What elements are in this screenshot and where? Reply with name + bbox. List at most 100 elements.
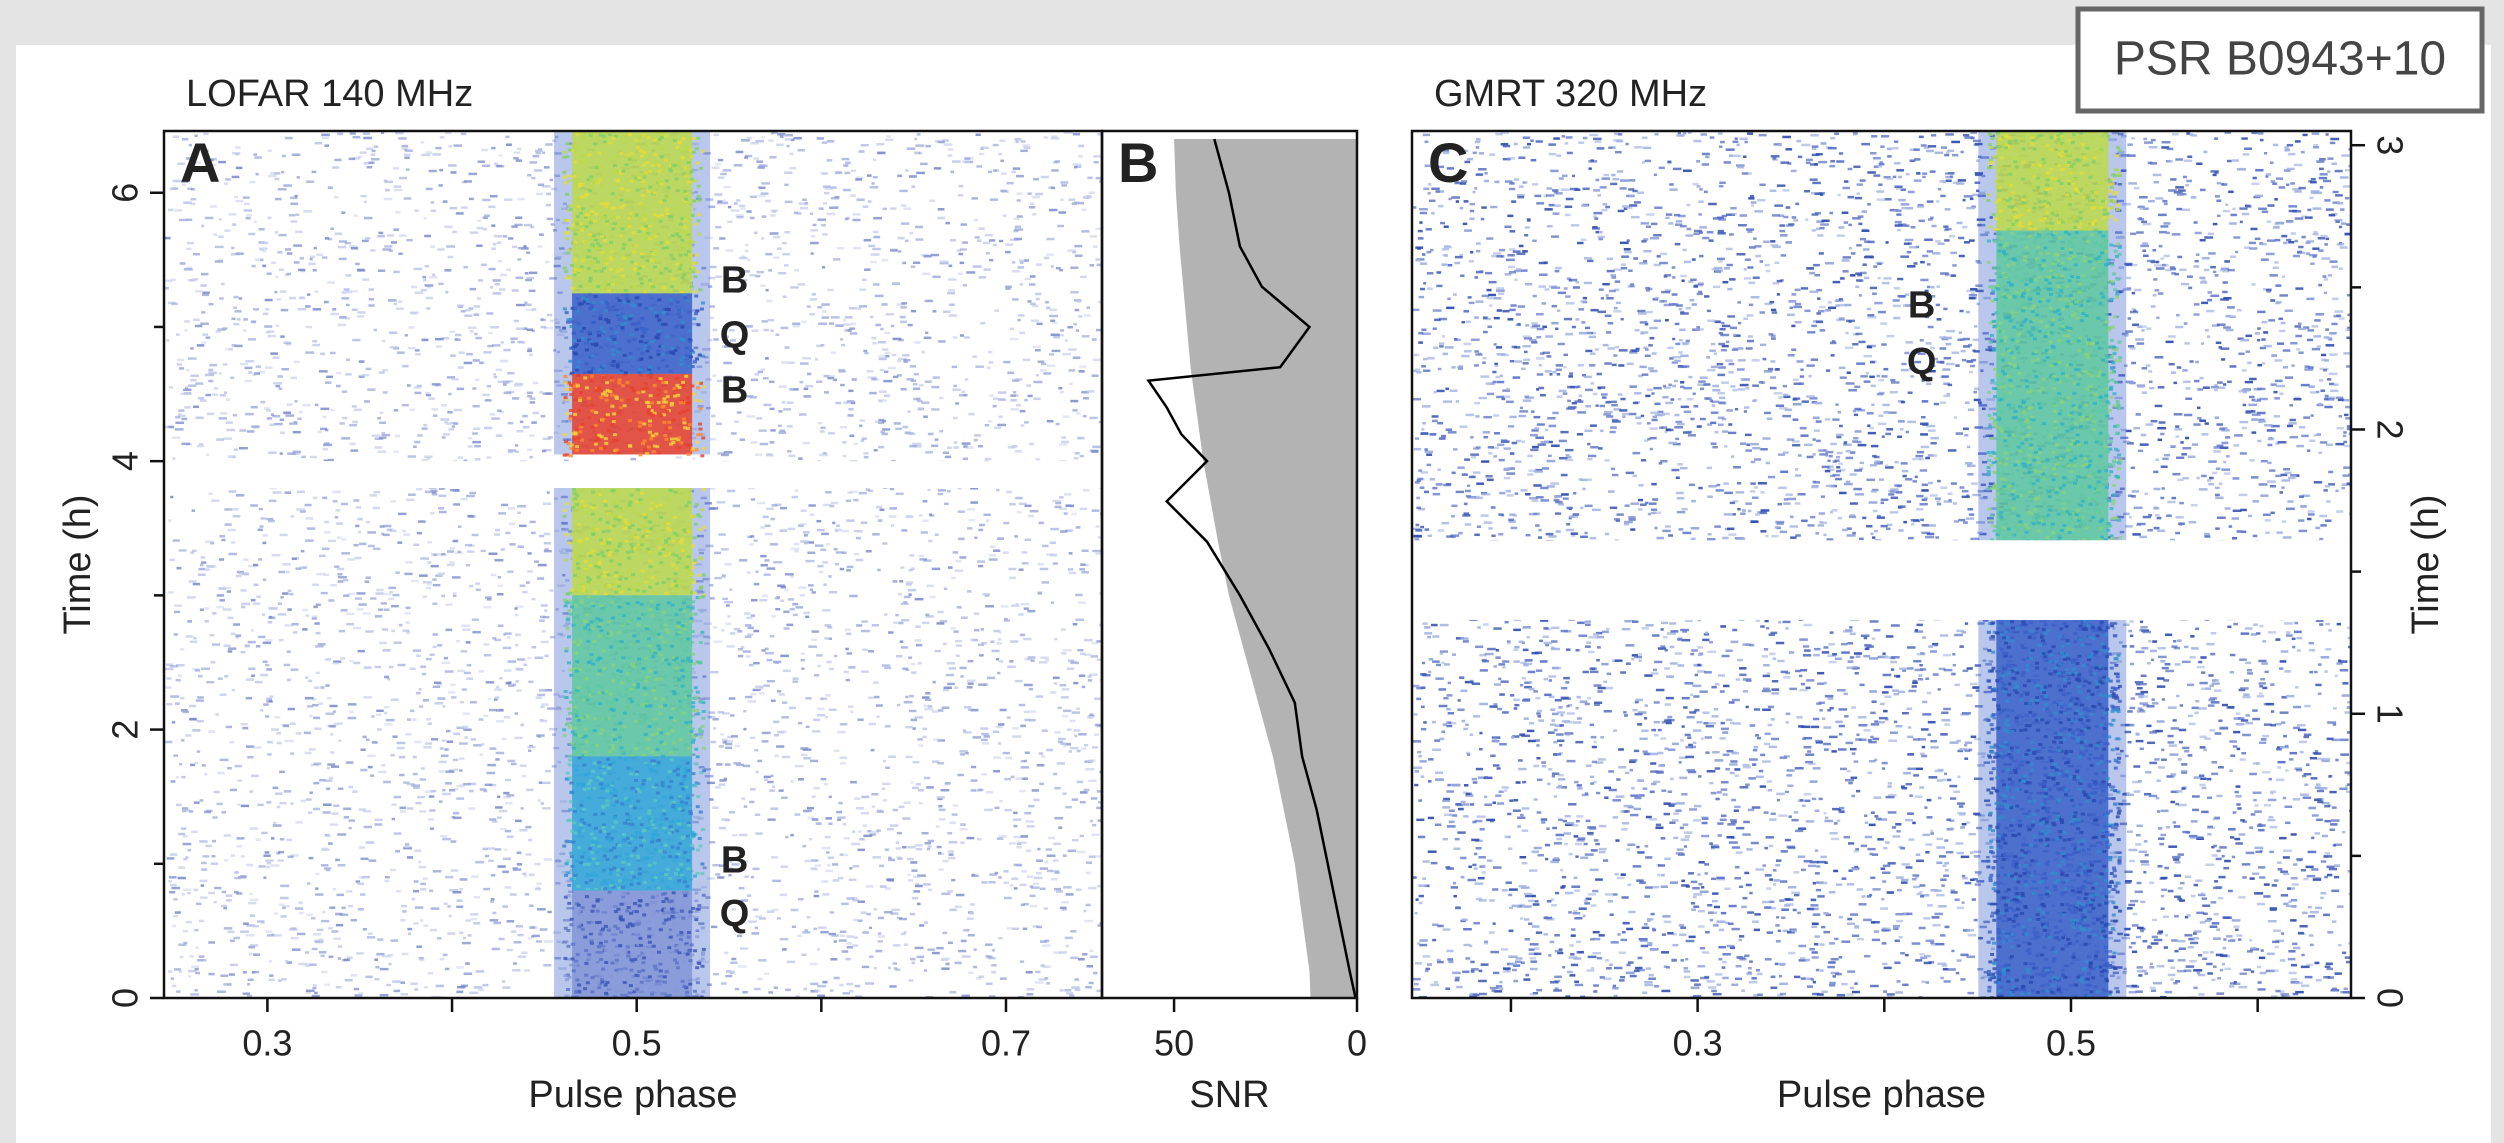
noise (544, 858, 552, 861)
noise (949, 314, 957, 317)
noise (515, 644, 518, 647)
noise (988, 171, 992, 174)
noise (781, 327, 789, 330)
noise (931, 408, 939, 411)
noise (346, 613, 354, 616)
noise (446, 422, 451, 425)
noise (542, 807, 551, 810)
noise (858, 849, 865, 852)
noise (731, 432, 736, 435)
noise (761, 564, 768, 567)
noise (972, 355, 976, 358)
noise (355, 597, 362, 600)
noise (967, 527, 972, 530)
noise (479, 362, 483, 365)
noise (1015, 497, 1023, 500)
noise (781, 797, 788, 800)
noise (954, 686, 958, 689)
noise (974, 612, 979, 615)
noise (932, 376, 939, 379)
noise (515, 680, 518, 683)
noise (772, 909, 779, 912)
noise (866, 370, 873, 373)
noise (534, 169, 542, 172)
noise (954, 630, 959, 633)
noise (1067, 249, 1075, 252)
noise (329, 777, 333, 780)
noise (529, 434, 534, 437)
noise (268, 452, 276, 455)
noise (326, 788, 330, 791)
noise (1013, 812, 1017, 815)
noise (1053, 677, 1060, 680)
noise (221, 283, 225, 286)
noise (1058, 387, 1062, 390)
noise (233, 307, 237, 310)
noise (946, 963, 950, 966)
noise (780, 938, 788, 941)
noise (711, 741, 717, 744)
noise (473, 428, 480, 431)
noise (835, 530, 838, 533)
noise (350, 443, 356, 446)
noise (1048, 837, 1055, 840)
noise (822, 233, 827, 236)
noise (506, 269, 511, 272)
noise (1041, 176, 1049, 179)
noise (430, 929, 437, 932)
noise (352, 405, 357, 408)
noise (524, 875, 527, 878)
noise (481, 550, 486, 553)
noise (981, 773, 986, 776)
noise (197, 750, 200, 753)
noise (448, 691, 456, 694)
noise (1028, 300, 1032, 303)
noise (389, 249, 393, 252)
noise (825, 836, 831, 839)
noise (323, 811, 331, 814)
noise (817, 306, 822, 309)
noise (274, 423, 283, 426)
noise (400, 993, 408, 996)
noise (364, 162, 370, 165)
noise (987, 677, 995, 680)
noise (803, 612, 809, 615)
noise (193, 583, 200, 586)
noise (747, 137, 752, 140)
noise (753, 662, 760, 665)
noise (828, 575, 831, 578)
noise (985, 605, 994, 608)
noise (442, 436, 446, 439)
noise (799, 413, 806, 416)
noise (948, 942, 953, 945)
noise (475, 582, 480, 585)
noise (414, 988, 417, 991)
noise (749, 664, 754, 667)
noise (1030, 303, 1036, 306)
noise (843, 992, 850, 995)
noise (715, 786, 721, 789)
noise (181, 443, 190, 446)
noise (201, 862, 207, 865)
noise (848, 390, 853, 393)
noise (209, 303, 214, 306)
noise (970, 639, 977, 642)
noise (322, 848, 327, 851)
noise (191, 198, 197, 201)
noise (892, 809, 897, 812)
noise (1080, 801, 1086, 804)
noise (897, 704, 900, 707)
noise (1005, 757, 1012, 760)
noise (735, 745, 741, 748)
noise (346, 304, 350, 307)
noise (834, 750, 840, 753)
noise (440, 835, 447, 838)
noise (993, 405, 997, 408)
noise (775, 755, 779, 758)
noise (869, 955, 873, 958)
noise (763, 684, 770, 687)
noise (198, 568, 205, 571)
noise (800, 747, 808, 750)
noise (445, 968, 450, 971)
noise (1030, 895, 1036, 898)
